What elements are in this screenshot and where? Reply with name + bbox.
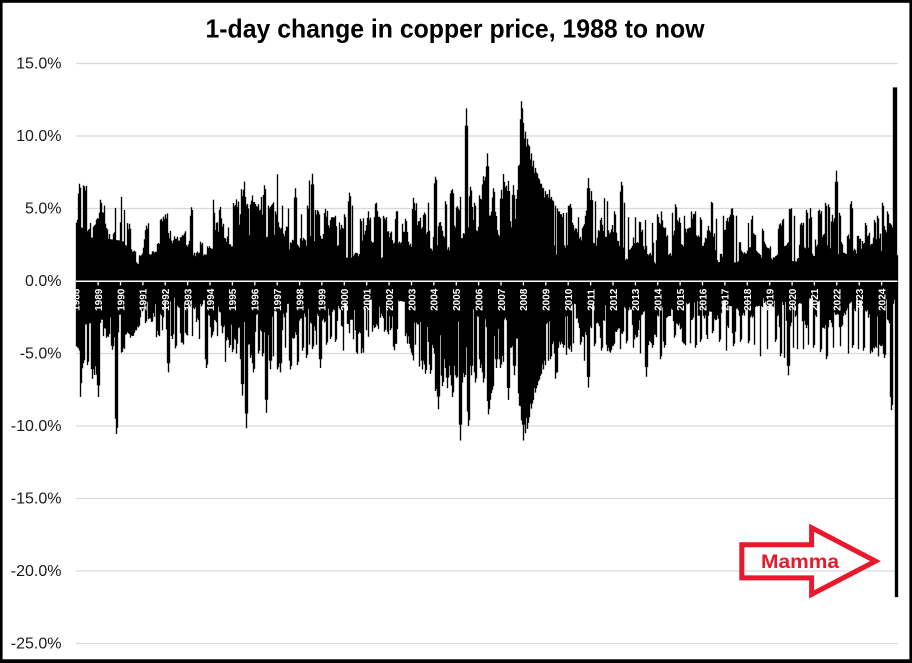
svg-text:0.0%: 0.0% bbox=[25, 273, 61, 290]
svg-text:2018: 2018 bbox=[743, 288, 754, 311]
svg-text:1997: 1997 bbox=[273, 288, 284, 311]
svg-text:2003: 2003 bbox=[407, 288, 418, 311]
svg-text:2016: 2016 bbox=[698, 288, 709, 311]
svg-text:Mamma: Mamma bbox=[761, 551, 839, 573]
svg-text:-15.0%: -15.0% bbox=[11, 491, 62, 508]
svg-text:1-day change in copper price,: 1-day change in copper price, 1988 to no… bbox=[206, 14, 706, 44]
svg-text:1989: 1989 bbox=[94, 288, 105, 311]
svg-text:2024: 2024 bbox=[877, 288, 888, 311]
svg-text:-20.0%: -20.0% bbox=[11, 563, 62, 580]
svg-text:2011: 2011 bbox=[586, 289, 597, 311]
svg-text:2013: 2013 bbox=[631, 288, 642, 311]
svg-text:2014: 2014 bbox=[654, 288, 665, 311]
svg-text:2006: 2006 bbox=[474, 288, 485, 311]
svg-text:-25.0%: -25.0% bbox=[11, 636, 62, 653]
svg-text:2004: 2004 bbox=[430, 288, 441, 311]
svg-text:2010: 2010 bbox=[564, 288, 575, 311]
svg-text:2007: 2007 bbox=[497, 288, 508, 311]
svg-text:2000: 2000 bbox=[340, 288, 351, 311]
svg-text:1990: 1990 bbox=[116, 288, 127, 311]
svg-text:2017: 2017 bbox=[721, 288, 732, 311]
svg-text:-5.0%: -5.0% bbox=[20, 346, 62, 363]
svg-text:10.0%: 10.0% bbox=[16, 128, 61, 145]
svg-text:2009: 2009 bbox=[542, 288, 553, 311]
svg-text:2021: 2021 bbox=[810, 288, 821, 311]
svg-text:15.0%: 15.0% bbox=[16, 56, 61, 73]
svg-text:1993: 1993 bbox=[183, 288, 194, 311]
svg-text:2020: 2020 bbox=[788, 288, 799, 311]
svg-text:2015: 2015 bbox=[676, 288, 687, 311]
svg-text:1991: 1991 bbox=[139, 288, 150, 311]
svg-text:1988: 1988 bbox=[72, 288, 83, 311]
svg-text:1995: 1995 bbox=[228, 288, 239, 311]
svg-text:2022: 2022 bbox=[833, 288, 844, 311]
svg-text:2012: 2012 bbox=[609, 288, 620, 311]
svg-text:1998: 1998 bbox=[295, 288, 306, 311]
svg-text:2023: 2023 bbox=[855, 288, 866, 311]
svg-text:2001: 2001 bbox=[363, 288, 374, 311]
svg-text:1999: 1999 bbox=[318, 288, 329, 311]
svg-text:5.0%: 5.0% bbox=[25, 201, 61, 218]
svg-text:2002: 2002 bbox=[385, 288, 396, 311]
svg-text:2008: 2008 bbox=[519, 288, 530, 311]
svg-text:2005: 2005 bbox=[452, 288, 463, 311]
svg-text:-10.0%: -10.0% bbox=[11, 418, 62, 435]
svg-text:1994: 1994 bbox=[206, 288, 217, 311]
svg-text:1992: 1992 bbox=[161, 288, 172, 311]
svg-text:2019: 2019 bbox=[766, 288, 777, 311]
svg-text:1996: 1996 bbox=[251, 288, 262, 311]
